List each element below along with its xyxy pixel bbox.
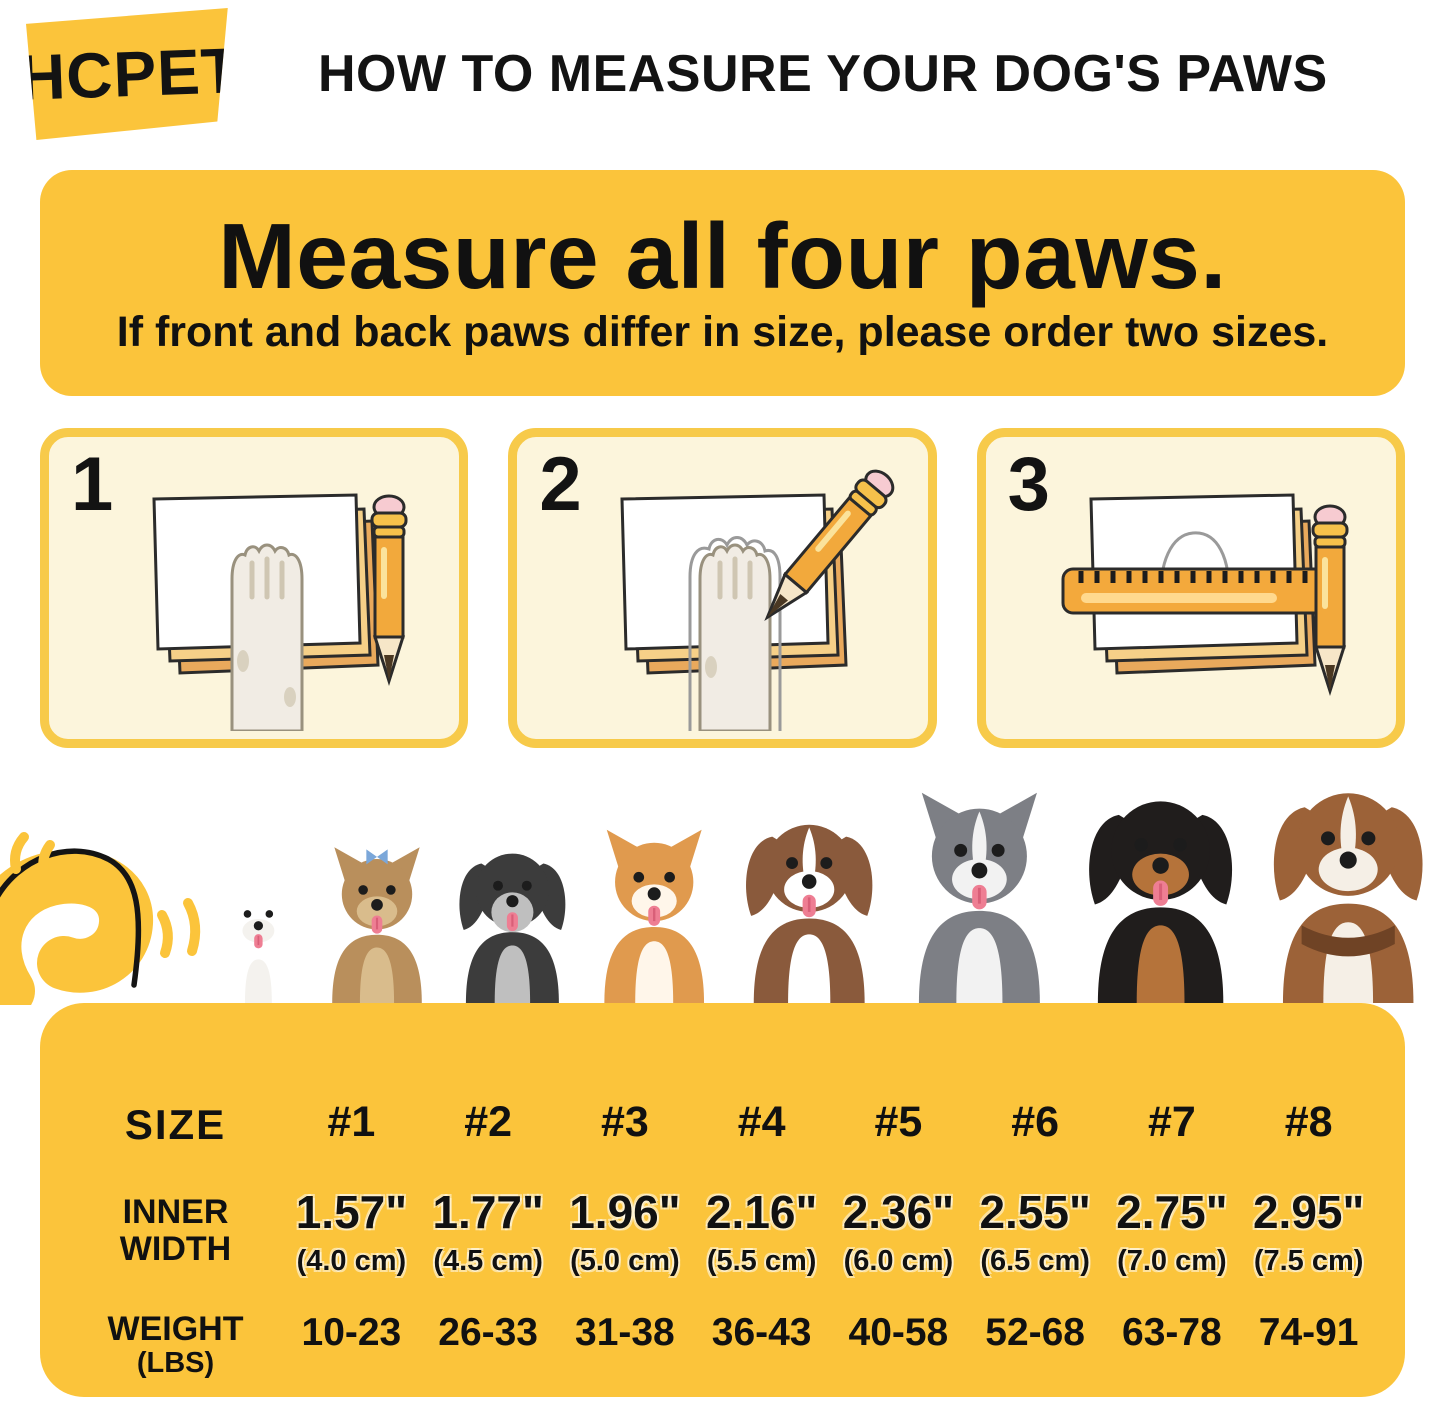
inner-width-label-line1: INNER (122, 1193, 229, 1232)
cm-value: (7.0 cm) (1117, 1244, 1227, 1277)
dog-paw-traced-icon (688, 536, 782, 731)
brand-logo: HCPET (26, 8, 228, 140)
steps-row: 1 (40, 428, 1405, 748)
inch-value: 1.77" (432, 1185, 544, 1238)
dog-alaskan-malamute (919, 792, 1041, 1003)
cm-value: (7.5 cm) (1253, 1244, 1364, 1277)
size-row-label: SIZE (124, 1100, 227, 1148)
banner-title: Measure all four paws. (218, 203, 1227, 308)
weight-value: 31-38 (575, 1311, 675, 1354)
inch-value: 2.55" (979, 1185, 1091, 1238)
inner-width-cell: 2.36" (6.0 cm) (830, 1185, 967, 1278)
inner-width-label-line2: WIDTH (119, 1230, 232, 1268)
size-value: #1 (327, 1098, 376, 1146)
cm-value: (5.0 cm) (570, 1244, 680, 1277)
inner-width-cell: 1.77" (4.5 cm) (420, 1185, 557, 1278)
size-value: #3 (600, 1098, 649, 1146)
weight-value: 10-23 (301, 1311, 402, 1354)
trace-paw-illustration (620, 469, 895, 731)
cm-value: (4.5 cm) (433, 1244, 543, 1277)
weight-value: 36-43 (711, 1311, 812, 1354)
size-value: #5 (874, 1098, 923, 1146)
dog-paw-icon (230, 543, 304, 731)
pencil-icon (1311, 504, 1349, 696)
size-value: #4 (737, 1098, 786, 1146)
step-2-number: 2 (539, 442, 582, 527)
cm-value: (4.0 cm) (296, 1244, 407, 1277)
ruler-icon (1061, 567, 1327, 615)
inner-width-cell: 2.16" (5.5 cm) (693, 1185, 830, 1278)
pencil-icon (764, 469, 895, 621)
inner-width-row-label: INNER WIDTH (68, 1194, 283, 1267)
paw-on-paper-illustration (152, 493, 408, 731)
dog-shiba-inu (604, 829, 705, 1003)
weight-row-label: WEIGHT (LBS) (68, 1301, 283, 1379)
instruction-banner: Measure all four paws. If front and back… (40, 170, 1405, 396)
step-1-number: 1 (71, 442, 114, 527)
size-value: #8 (1284, 1098, 1333, 1146)
inner-width-cell: 2.95" (7.5 cm) (1240, 1185, 1377, 1278)
step-3-number: 3 (1007, 442, 1050, 527)
inner-width-cell: 1.57" (4.0 cm) (283, 1185, 420, 1278)
weight-label-line2: (LBS) (136, 1346, 215, 1379)
inch-value: 1.57" (295, 1185, 408, 1238)
size-value: #2 (464, 1098, 513, 1146)
weight-value: 52-68 (985, 1311, 1085, 1354)
brand-logo-text: HCPET (17, 34, 243, 114)
dog-australian-shepherd (746, 824, 873, 1003)
step-card-1: 1 (40, 428, 469, 748)
size-value: #7 (1147, 1098, 1196, 1146)
step-card-3: 3 (976, 428, 1405, 748)
inch-value: 2.16" (705, 1185, 818, 1238)
page-title: HOW TO MEASURE YOUR DOG'S PAWS (318, 44, 1328, 103)
banner-subtitle: If front and back paws differ in size, p… (116, 307, 1329, 356)
cm-value: (5.5 cm) (706, 1244, 817, 1277)
dog-yorkshire-terrier (332, 847, 423, 1003)
size-value: #6 (1011, 1098, 1060, 1146)
step-card-2: 2 (508, 428, 937, 748)
measure-with-ruler-illustration (1061, 493, 1349, 696)
pencil-icon (370, 494, 408, 686)
inch-value: 2.75" (1116, 1185, 1228, 1238)
inch-value: 2.36" (842, 1185, 955, 1238)
weight-value: 74-91 (1258, 1311, 1359, 1354)
inner-width-cell: 2.75" (7.0 cm) (1104, 1185, 1241, 1278)
weight-label-line1: WEIGHT (107, 1310, 244, 1348)
size-chart: SIZE #1 #2 #3 #4 #5 #6 #7 #8 INNER WIDTH… (40, 1003, 1405, 1397)
cm-value: (6.0 cm) (843, 1244, 954, 1277)
dogs-row (0, 769, 1445, 1005)
dog-bichon-frise (217, 889, 300, 1003)
cm-value: (6.5 cm) (980, 1244, 1090, 1277)
paw-squiggle-icon (0, 832, 201, 1005)
dog-rottweiler (1088, 801, 1232, 1003)
dog-saint-bernard (1273, 793, 1423, 1003)
weight-value: 26-33 (438, 1311, 538, 1354)
inch-value: 1.96" (569, 1185, 681, 1238)
inner-width-cell: 2.55" (6.5 cm) (967, 1185, 1104, 1278)
inner-width-cell: 1.96" (5.0 cm) (557, 1185, 694, 1278)
weight-value: 63-78 (1122, 1311, 1222, 1354)
inch-value: 2.95" (1252, 1185, 1365, 1238)
dog-lineup (208, 769, 1441, 1003)
dog-schnauzer (459, 853, 566, 1003)
weight-value: 40-58 (848, 1311, 949, 1354)
